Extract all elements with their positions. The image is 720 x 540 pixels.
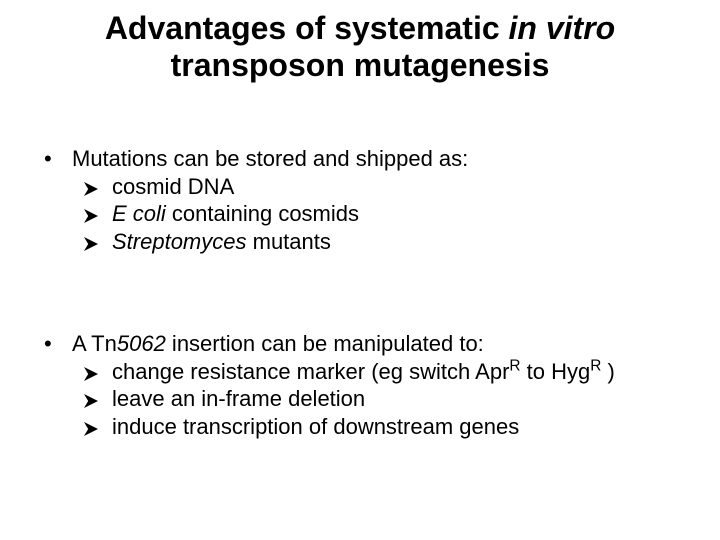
arrow-right-icon [84, 173, 112, 201]
arrow-right-icon [84, 358, 112, 386]
bullet-text: A Tn5062 insertion can be manipulated to… [72, 330, 688, 358]
bullet-row: • A Tn5062 insertion can be manipulated … [38, 330, 688, 358]
sub-bullet-text: change resistance marker (eg switch AprR… [112, 358, 688, 386]
plain-text: containing cosmids [166, 201, 359, 226]
sub-bullet-text: cosmid DNA [112, 173, 688, 201]
sub-bullet-text: Streptomyces mutants [112, 228, 688, 256]
lead-b: insertion can be manipulated to: [166, 331, 484, 356]
sub-bullet-row: induce transcription of downstream genes [38, 413, 688, 441]
t-c: ) [601, 359, 614, 384]
sub-bullet-text: leave an in-frame deletion [112, 385, 688, 413]
slide-title: Advantages of systematic in vitro transp… [0, 0, 720, 84]
sub-bullet-text: induce transcription of downstream genes [112, 413, 688, 441]
sup-r1: R [509, 357, 520, 374]
sub-bullet-row: leave an in-frame deletion [38, 385, 688, 413]
italic-text: E coli [112, 201, 166, 226]
lead-a: A Tn [72, 331, 117, 356]
slide: Advantages of systematic in vitro transp… [0, 0, 720, 540]
plain-text: mutants [247, 229, 331, 254]
italic-text: Streptomyces [112, 229, 247, 254]
t-b: to Hyg [521, 359, 591, 384]
sub-bullet-row: E coli containing cosmids [38, 200, 688, 228]
arrow-right-icon [84, 413, 112, 441]
sub-bullet-row: change resistance marker (eg switch AprR… [38, 358, 688, 386]
sub-bullet-row: cosmid DNA [38, 173, 688, 201]
sup-r2: R [590, 357, 601, 374]
bullet-block-1: • Mutations can be stored and shipped as… [38, 145, 688, 255]
lead-num: 5062 [117, 331, 166, 356]
bullet-text: Mutations can be stored and shipped as: [72, 145, 688, 173]
sub-bullet-text: E coli containing cosmids [112, 200, 688, 228]
bullet-row: • Mutations can be stored and shipped as… [38, 145, 688, 173]
arrow-right-icon [84, 228, 112, 256]
bullet-dot-icon: • [38, 330, 72, 358]
title-line1-a: Advantages of systematic [105, 10, 509, 46]
arrow-right-icon [84, 385, 112, 413]
bullet-dot-icon: • [38, 145, 72, 173]
bullet-block-2: • A Tn5062 insertion can be manipulated … [38, 330, 688, 440]
sub-bullet-row: Streptomyces mutants [38, 228, 688, 256]
title-line1-b-italic: in vitro [509, 10, 616, 46]
arrow-right-icon [84, 200, 112, 228]
t-a: change resistance marker (eg switch Apr [112, 359, 509, 384]
title-line2: transposon mutagenesis [171, 47, 550, 83]
